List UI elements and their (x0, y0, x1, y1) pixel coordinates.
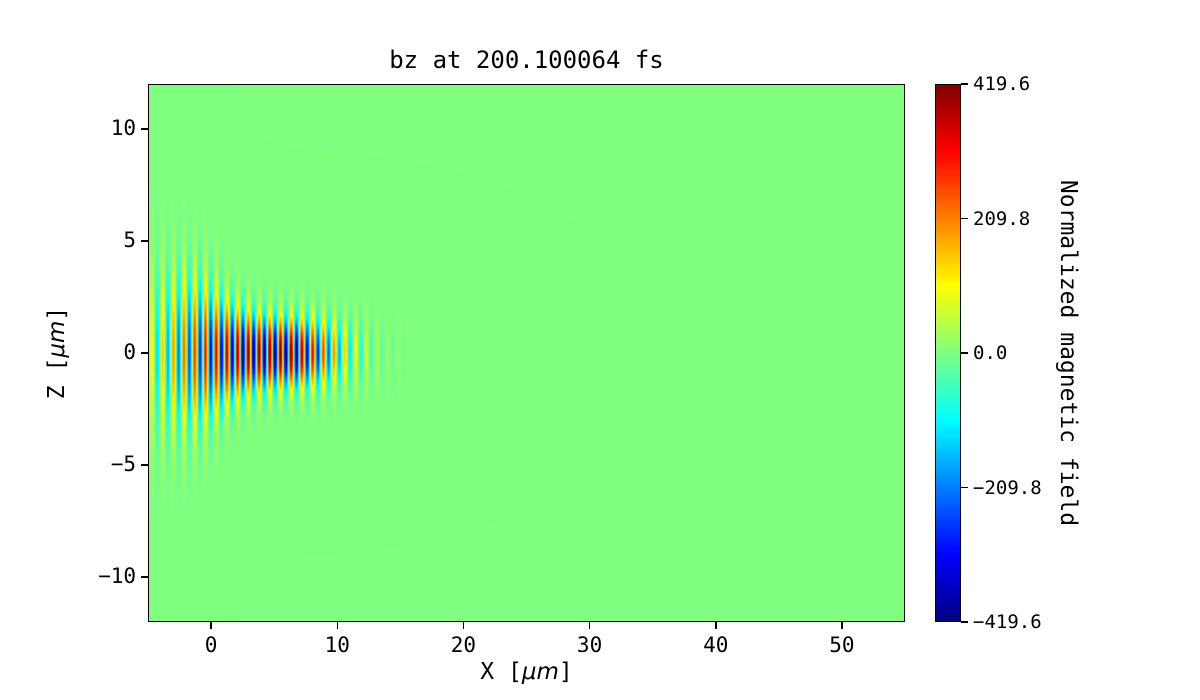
x-tick (715, 622, 717, 629)
y-tick-label: 5 (123, 227, 136, 252)
colorbar-tick-label: 209.8 (973, 207, 1031, 230)
x-tick (462, 622, 465, 629)
colorbar-tick (961, 486, 968, 489)
colorbar-tick-label: −419.6 (973, 611, 1042, 633)
x-tick (336, 622, 338, 629)
x-axis-label: X [μm] (148, 658, 905, 686)
colorbar-tick (961, 621, 968, 623)
y-tick (141, 128, 148, 130)
colorbar-tick-label: −209.8 (973, 476, 1042, 499)
x-axis-label-post: ] (558, 659, 573, 685)
x-tick-label: 50 (829, 633, 855, 657)
x-axis-label-pre: X [ (480, 659, 522, 685)
colorbar-tick (961, 83, 968, 85)
x-tick-label: 10 (324, 633, 350, 657)
y-tick (141, 464, 148, 466)
y-tick-label: 0 (123, 340, 136, 364)
y-tick (141, 352, 148, 354)
chart-title: bz at 200.100064 fs (389, 46, 664, 74)
x-tick (841, 622, 843, 629)
x-tick-label: 40 (703, 633, 729, 657)
y-tick-label: 10 (110, 115, 136, 140)
y-tick-label: −5 (110, 452, 136, 477)
colorbar-tick-label: 0.0 (973, 342, 1008, 364)
x-tick (210, 622, 212, 629)
x-tick-label: 0 (204, 633, 218, 657)
y-tick-label: −10 (98, 564, 136, 589)
x-axis-label-units: μm (521, 659, 559, 685)
colorbar-tick (961, 217, 968, 220)
y-axis-label-post: ] (44, 306, 71, 321)
colorbar-tick-label: 419.6 (973, 73, 1031, 95)
colorbar-canvas (935, 84, 961, 622)
x-tick-label: 30 (576, 633, 603, 657)
x-tick (588, 622, 591, 629)
colorbar-tick (961, 352, 968, 354)
heatmap-canvas (148, 84, 905, 622)
y-tick (141, 576, 148, 578)
x-tick-label: 20 (450, 633, 477, 657)
y-tick (141, 240, 148, 242)
